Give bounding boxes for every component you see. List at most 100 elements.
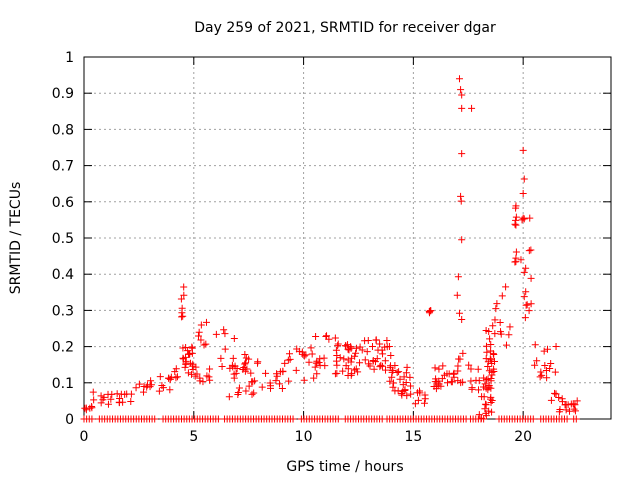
data-point	[188, 343, 196, 351]
data-point	[197, 321, 205, 329]
y-tick-label: 0	[65, 412, 74, 428]
data-point	[368, 342, 376, 350]
data-point	[403, 392, 411, 400]
data-point	[407, 390, 415, 398]
data-point	[348, 354, 356, 362]
data-point	[529, 415, 537, 423]
data-point	[525, 307, 533, 315]
data-point	[331, 334, 339, 342]
data-point	[465, 361, 473, 369]
data-point	[489, 322, 497, 330]
data-point	[522, 264, 530, 272]
data-point	[221, 330, 229, 338]
data-point	[279, 367, 287, 375]
data-point	[435, 380, 443, 388]
data-point	[517, 256, 525, 264]
data-point	[344, 371, 352, 379]
data-point	[250, 389, 258, 397]
data-point	[242, 387, 250, 395]
data-point	[310, 374, 318, 382]
data-point	[484, 375, 492, 383]
y-tick-label: 0.8	[52, 122, 74, 138]
data-point	[372, 336, 380, 344]
data-point	[239, 365, 247, 373]
data-point	[420, 399, 428, 407]
data-point	[165, 374, 173, 382]
data-point	[377, 361, 385, 369]
data-point	[185, 350, 193, 358]
data-point	[381, 357, 389, 365]
data-point	[520, 268, 528, 276]
data-point	[447, 378, 455, 386]
data-point	[203, 372, 211, 380]
data-point	[333, 369, 341, 377]
data-point	[90, 396, 98, 404]
data-point	[119, 398, 127, 406]
data-point	[468, 384, 476, 392]
data-point	[181, 363, 189, 371]
x-tick-label: 5	[189, 429, 198, 445]
data-point	[172, 365, 180, 373]
data-point	[212, 330, 220, 338]
data-point	[356, 343, 364, 351]
data-point	[411, 400, 419, 408]
data-point	[400, 373, 408, 381]
y-tick-label: 0.7	[52, 159, 74, 175]
x-tick-label: 10	[295, 429, 313, 445]
data-point	[171, 368, 179, 376]
data-point	[214, 415, 222, 423]
y-tick-label: 0.5	[52, 231, 74, 247]
data-point	[151, 415, 159, 423]
data-point	[107, 395, 115, 403]
data-point	[221, 345, 229, 353]
data-point	[253, 359, 261, 367]
data-point	[229, 354, 237, 362]
data-point	[178, 313, 186, 321]
data-point	[481, 405, 489, 413]
data-point	[498, 292, 506, 300]
data-point	[457, 197, 465, 205]
data-point	[298, 348, 306, 356]
data-point	[538, 371, 546, 379]
data-point	[333, 361, 341, 369]
data-point	[385, 343, 393, 351]
x-tick-label: 15	[404, 429, 422, 445]
data-point	[520, 293, 528, 301]
data-point	[487, 347, 495, 355]
data-point	[348, 370, 356, 378]
data-point	[572, 415, 580, 423]
x-tick-label: 0	[80, 429, 89, 445]
data-point	[389, 366, 397, 374]
data-point	[192, 363, 200, 371]
data-point	[483, 348, 491, 356]
data-point	[206, 376, 214, 384]
data-point	[308, 350, 316, 358]
data-point	[547, 359, 555, 367]
data-point	[188, 349, 196, 357]
y-tick-label: 1	[65, 50, 74, 66]
data-point	[475, 411, 483, 419]
y-tick-label: 0.4	[52, 267, 74, 283]
data-point	[435, 365, 443, 373]
data-point	[249, 378, 257, 386]
data-point	[547, 396, 555, 404]
data-point	[180, 283, 188, 291]
data-point	[345, 346, 353, 354]
data-point	[230, 334, 238, 342]
data-point	[439, 362, 447, 370]
data-point	[387, 351, 395, 359]
data-point	[458, 150, 466, 158]
data-point	[272, 377, 280, 385]
data-point	[487, 340, 495, 348]
data-point	[184, 369, 192, 377]
data-point	[273, 372, 281, 380]
data-point	[386, 377, 394, 385]
data-point	[166, 375, 174, 383]
data-point	[512, 258, 520, 266]
data-point	[522, 288, 530, 296]
data-point	[525, 247, 533, 255]
data-point	[480, 374, 488, 382]
data-point	[563, 415, 571, 423]
data-point	[406, 373, 414, 381]
